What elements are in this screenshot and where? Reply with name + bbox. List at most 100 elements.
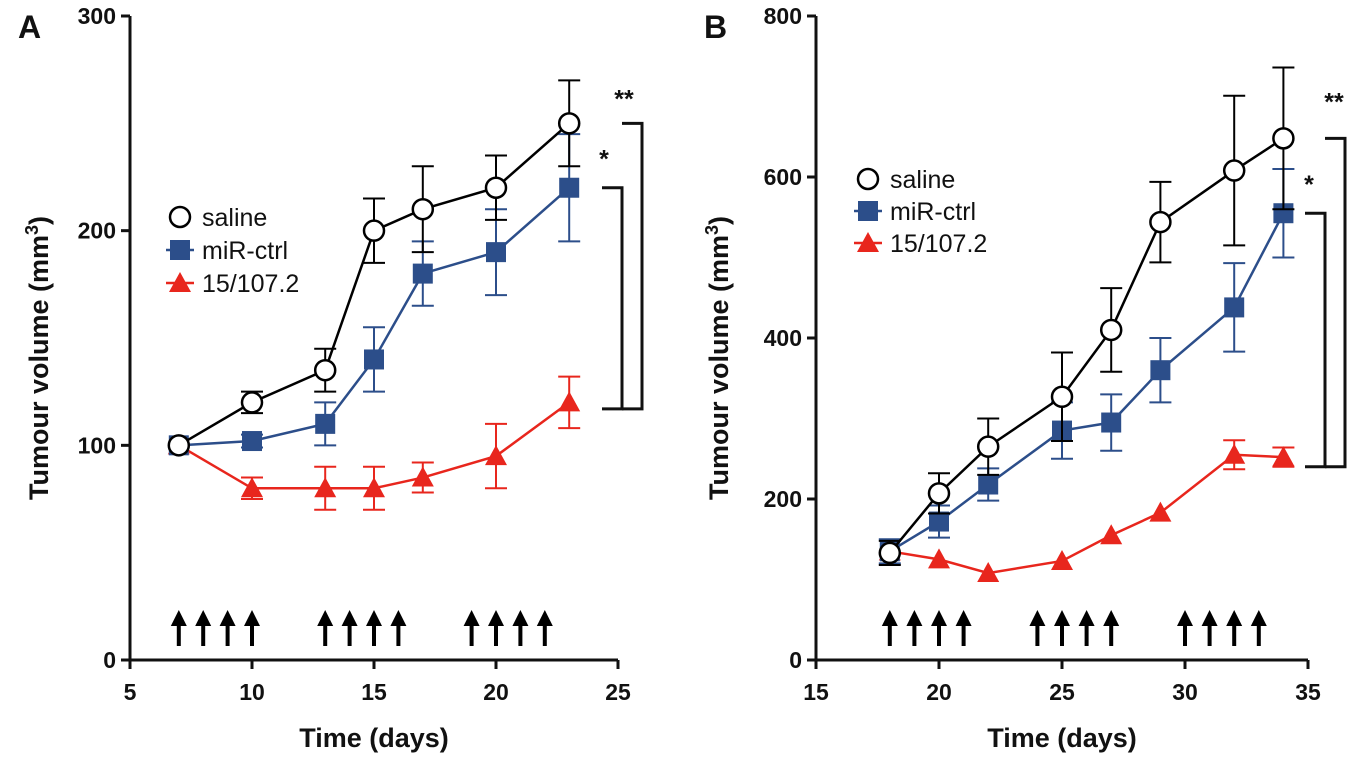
series-15/107.2 — [167, 375, 581, 511]
legend-marker — [856, 167, 880, 191]
data-point — [241, 477, 263, 498]
arrow-head — [1103, 610, 1120, 626]
dosing-arrow — [341, 610, 358, 646]
arrow-head — [390, 610, 407, 626]
data-point — [315, 413, 336, 434]
data-point — [559, 177, 580, 198]
x-tick-label: 30 — [1172, 679, 1198, 705]
data-point — [978, 474, 999, 495]
dosing-arrow — [366, 610, 382, 646]
x-axis-label: Time (days) — [987, 723, 1137, 753]
legend-label: miR-ctrl — [890, 198, 976, 226]
data-point — [1099, 318, 1123, 342]
legend-marker — [169, 272, 191, 292]
data-point — [878, 541, 902, 565]
data-point — [313, 358, 337, 382]
data-point — [1150, 360, 1171, 381]
data-point — [1050, 385, 1074, 409]
legend-label: miR-ctrl — [202, 237, 288, 265]
dosing-arrow — [881, 610, 898, 646]
x-tick-label: 15 — [361, 679, 387, 705]
y-tick-label: 100 — [78, 432, 116, 458]
x-tick-label: 35 — [1295, 679, 1321, 705]
arrow-head — [1177, 610, 1193, 626]
dosing-arrow — [488, 610, 504, 646]
dosing-arrow — [1250, 610, 1267, 646]
legend-item: saline — [168, 204, 267, 232]
chart-panel-A: A 0 100 200 300 5 10 15 20 25 Time (days) Tumour vo… — [18, 3, 644, 753]
arrow-head — [463, 610, 480, 626]
arrow-head — [341, 610, 358, 626]
arrow-head — [1029, 610, 1046, 626]
data-point — [486, 242, 506, 263]
legend-label: saline — [890, 166, 955, 194]
legend-item: miR-ctrl — [854, 198, 976, 226]
y-tick-label: 300 — [78, 3, 116, 29]
data-point — [558, 391, 581, 412]
x-tick-label: 15 — [803, 679, 829, 705]
data-point — [1100, 524, 1123, 545]
data-point — [363, 477, 385, 498]
series-line — [888, 137, 1285, 554]
data-point — [1051, 549, 1073, 570]
data-point — [977, 562, 1000, 583]
series-15/107.2 — [878, 439, 1295, 583]
arrow-head — [366, 610, 382, 626]
series-line — [889, 453, 1284, 575]
series-saline — [878, 66, 1295, 567]
arrow-head — [906, 610, 923, 626]
significance-bracket: ** — [614, 85, 644, 411]
arrow-head — [170, 610, 187, 626]
data-point — [976, 435, 1000, 458]
data-point — [364, 349, 384, 370]
y-tick-label: 0 — [103, 647, 116, 673]
arrow-head — [881, 610, 898, 626]
legend-marker — [857, 232, 879, 252]
x-tick-label: 25 — [605, 679, 631, 705]
y-tick-label: 400 — [764, 325, 802, 351]
data-point — [485, 445, 507, 466]
y-tick-label: 0 — [789, 647, 802, 673]
significance-label: ** — [614, 85, 634, 113]
panel-label: B — [704, 9, 727, 45]
series-saline — [167, 79, 581, 457]
legend-marker — [168, 205, 192, 229]
legend-marker — [858, 201, 878, 221]
y-tick-label: 200 — [78, 218, 116, 244]
arrow-head — [931, 610, 947, 626]
data-point — [240, 391, 264, 414]
data-point — [929, 511, 949, 532]
bracket-line — [1305, 211, 1327, 469]
dosing-arrow — [195, 610, 212, 646]
arrow-head — [1054, 610, 1070, 626]
significance-label: * — [599, 146, 609, 174]
significance-bracket: * — [1304, 171, 1327, 469]
data-point — [484, 176, 508, 199]
data-point — [1101, 412, 1122, 433]
dosing-arrow — [512, 610, 529, 646]
data-point — [242, 431, 262, 452]
dosing-arrow — [1029, 610, 1046, 646]
dosing-arrow — [390, 610, 407, 646]
data-point — [412, 263, 433, 284]
legend-item: miR-ctrl — [166, 237, 288, 265]
data-point — [1272, 127, 1295, 150]
data-point — [1222, 159, 1246, 182]
legend: saline miR-ctrl 15/107.2 — [166, 204, 299, 298]
data-point — [557, 112, 581, 135]
chart-panel-B: B 0 200 400 600 800 15 20 25 30 35 Time (days) Tumou… — [702, 3, 1347, 753]
arrow-head — [219, 610, 236, 626]
dosing-arrow — [219, 610, 236, 646]
arrow-head — [1250, 610, 1267, 626]
y-axis-label: Tumour volume (mm3) — [702, 216, 734, 500]
dosing-arrow — [170, 610, 187, 646]
data-point — [927, 482, 951, 505]
dosing-arrow — [931, 610, 947, 646]
arrow-head — [1226, 610, 1243, 626]
arrow-head — [488, 610, 504, 626]
arrow-head — [536, 610, 553, 626]
significance-bracket: * — [599, 146, 624, 411]
x-tick-label: 20 — [926, 679, 952, 705]
data-point — [411, 197, 435, 221]
